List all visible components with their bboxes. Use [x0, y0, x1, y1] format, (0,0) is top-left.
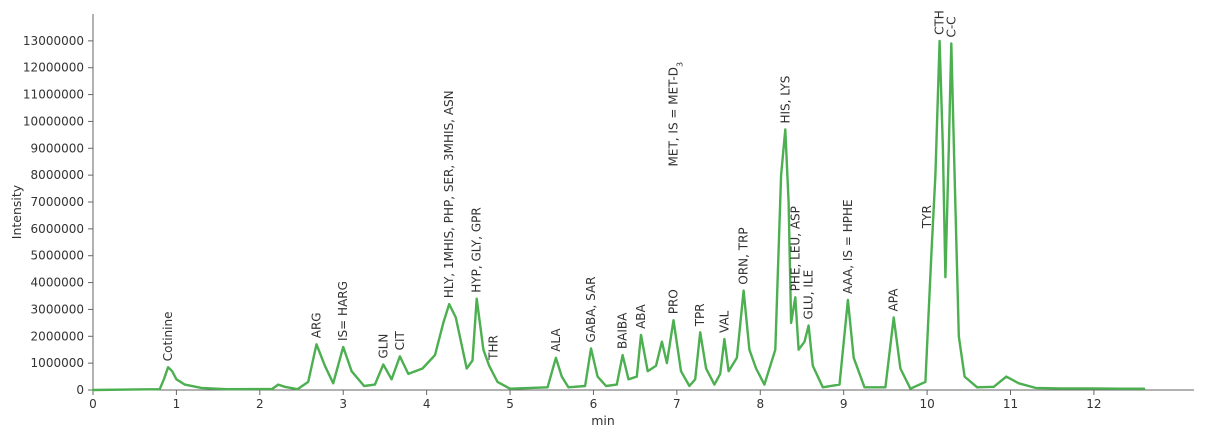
x-tick-label: 2	[256, 397, 264, 411]
x-tick-label: 6	[590, 397, 598, 411]
peak-label: AAA, IS = HPHE	[841, 199, 855, 294]
peak-label: Cotinine	[161, 312, 175, 362]
x-tick-label: 5	[506, 397, 514, 411]
y-tick-label: 13000000	[23, 34, 84, 48]
peak-label: HLY, 1MHIS, PHP, SER, 3MHIS, ASN	[442, 90, 456, 298]
y-tick-label: 7000000	[31, 195, 84, 209]
peak-label: TYR	[920, 205, 934, 229]
peak-label: HIS, LYS	[778, 76, 792, 124]
y-tick-label: 9000000	[31, 141, 84, 155]
y-tick-label: 3000000	[31, 302, 84, 316]
peak-label-text: CIT	[393, 330, 407, 350]
peak-label-text: C-C	[944, 16, 958, 37]
peak-label-text: Cotinine	[161, 312, 175, 362]
peak-label: HYP, GLY, GPR	[470, 207, 484, 292]
x-tick-label: 3	[339, 397, 347, 411]
peak-label: THR	[486, 335, 500, 361]
x-tick-label: 9	[840, 397, 848, 411]
peak-label: TPR	[693, 303, 707, 327]
peak-label-text: TYR	[920, 205, 934, 229]
peak-label-text: CTH	[933, 10, 947, 35]
peak-label: VAL	[717, 310, 731, 333]
y-tick-label: 4000000	[31, 276, 84, 290]
x-tick-label: 10	[919, 397, 934, 411]
peak-label: GLU, ILE	[802, 270, 816, 320]
peak-label-text: BAIBA	[616, 312, 630, 349]
peak-label: GABA, SAR	[584, 276, 598, 342]
peak-label-text: ORN, TRP	[737, 227, 751, 284]
x-tick-label: 7	[673, 397, 681, 411]
x-tick-label: 8	[756, 397, 764, 411]
peak-label: APA	[887, 288, 901, 312]
peak-label: PHE, LEU, ASP	[788, 206, 802, 291]
peak-labels-layer: Cotinine ARG IS= HARG GLN CIT HLY, 1MHIS, PHP…	[161, 10, 958, 361]
peak-label-text: ARG	[310, 312, 324, 338]
peak-label-text: PHE, LEU, ASP	[788, 206, 802, 291]
peak-label-text: GLN	[376, 334, 390, 359]
peak-label-text: ABA	[634, 303, 648, 328]
peak-label-text: GABA, SAR	[584, 276, 598, 342]
peak-label: PRO	[666, 289, 680, 314]
x-tick-label: 11	[1003, 397, 1018, 411]
x-axis-title: min	[591, 413, 615, 428]
peak-label: BAIBA	[616, 312, 630, 349]
peak-label: ALA	[549, 328, 563, 352]
peak-label: ARG	[310, 312, 324, 338]
x-tick-label: 0	[89, 397, 97, 411]
peak-label-text: HLY, 1MHIS, PHP, SER, 3MHIS, ASN	[442, 90, 456, 298]
peak-label: C-C	[944, 16, 958, 37]
peak-label: ABA	[634, 303, 648, 328]
peak-label-text: AAA, IS = HPHE	[841, 199, 855, 294]
axes-layer: 0 1 2 3 4 5 6 7 8 9 10 11 12010000002000000300000040…	[23, 14, 1194, 411]
y-tick-label: 12000000	[23, 61, 84, 75]
peak-label-text: ALA	[549, 328, 563, 352]
series-line-0	[91, 39, 1146, 392]
x-tick-label: 12	[1086, 397, 1101, 411]
peak-label-text: MET, IS = MET-D	[666, 67, 680, 166]
y-tick-label: 10000000	[23, 114, 84, 128]
peak-label-text: HYP, GLY, GPR	[470, 207, 484, 292]
peak-label-text: HIS, LYS	[778, 76, 792, 124]
y-tick-label: 1000000	[31, 356, 84, 370]
peak-label: GLN	[376, 334, 390, 359]
series-layer	[91, 39, 1146, 392]
y-axis-title: Intensity	[9, 184, 24, 239]
peak-label-text: TPR	[693, 303, 707, 327]
peak-label-text: APA	[887, 288, 901, 312]
peak-label-text: PRO	[666, 289, 680, 314]
peak-label-text: IS= HARG	[336, 281, 350, 341]
peak-label: CTH	[933, 10, 947, 35]
y-tick-label: 2000000	[31, 329, 84, 343]
x-tick-label: 1	[173, 397, 181, 411]
peak-label: IS= HARG	[336, 281, 350, 341]
peak-label-text: THR	[486, 335, 500, 361]
y-tick-label: 6000000	[31, 222, 84, 236]
y-tick-label: 8000000	[31, 168, 84, 182]
x-tick-label: 4	[423, 397, 431, 411]
y-tick-label: 5000000	[31, 249, 84, 263]
peak-label: MET, IS = MET-D3	[666, 62, 684, 167]
peak-label: ORN, TRP	[737, 227, 751, 284]
peak-label-text: GLU, ILE	[802, 270, 816, 320]
peak-label-text: VAL	[717, 310, 731, 333]
peak-label: CIT	[393, 330, 407, 350]
y-tick-label: 11000000	[23, 88, 84, 102]
y-tick-label: 0	[76, 383, 84, 397]
peak-label-subscript: 3	[675, 62, 684, 67]
